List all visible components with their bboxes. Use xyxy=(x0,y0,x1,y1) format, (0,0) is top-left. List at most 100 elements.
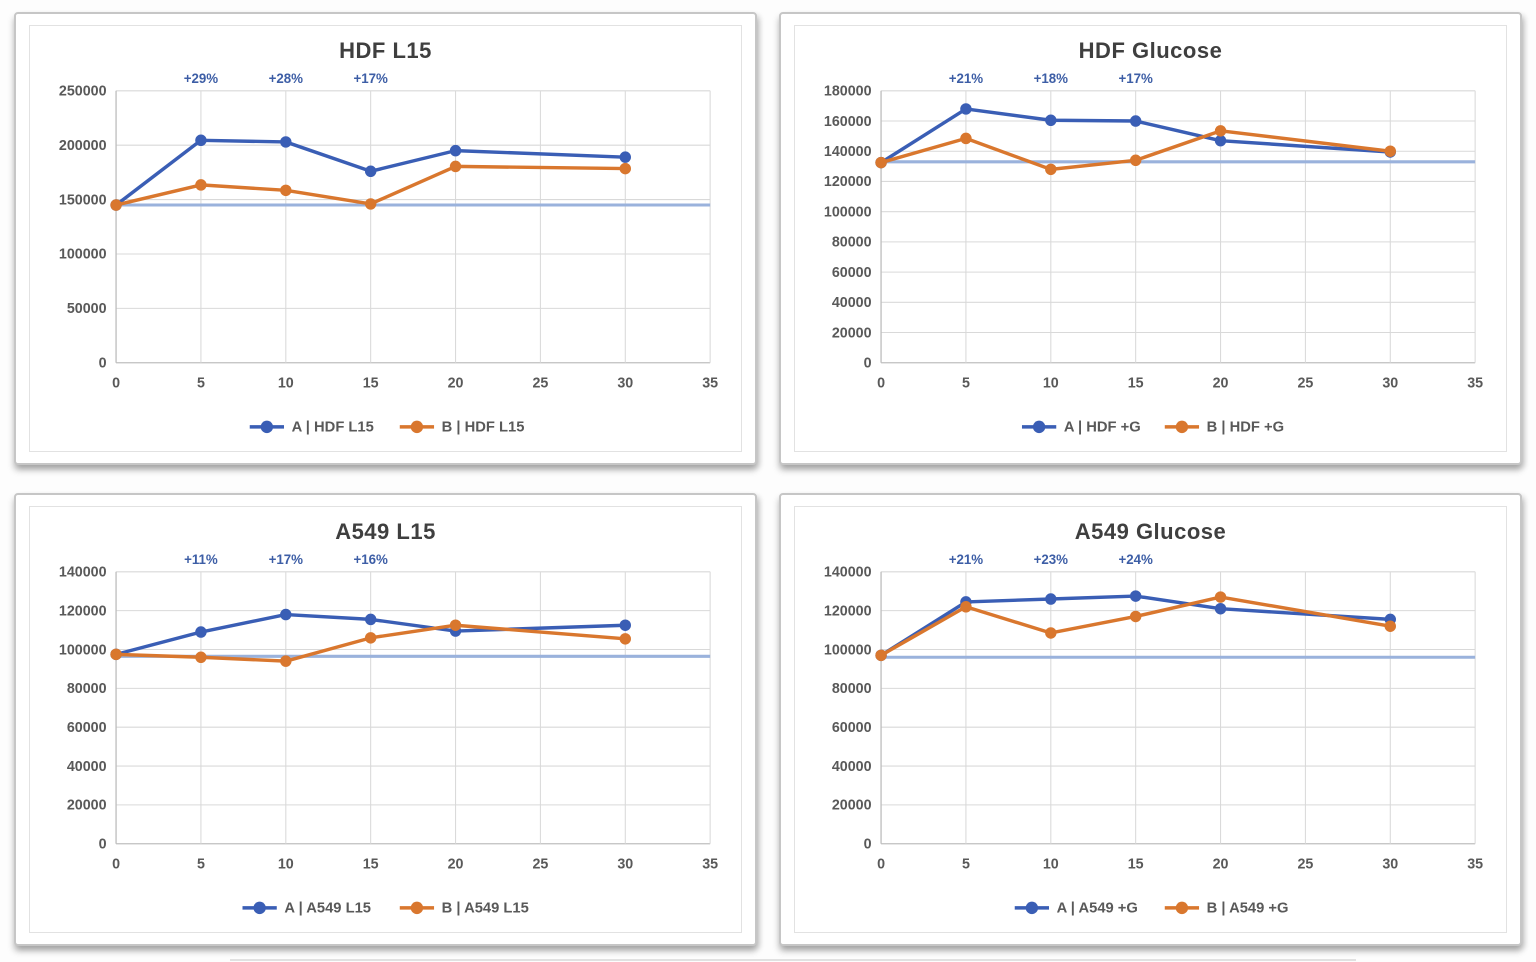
y-tick-label: 60000 xyxy=(832,265,872,281)
percent-annotation: +29% xyxy=(184,71,219,86)
percent-annotation: +17% xyxy=(353,71,388,86)
data-point-marker xyxy=(1129,590,1142,602)
percent-annotation: +21% xyxy=(949,552,984,567)
x-tick-label: 15 xyxy=(363,857,379,873)
legend-label: B | HDF +G xyxy=(1207,420,1284,436)
x-tick-label: 5 xyxy=(197,376,205,392)
data-point-marker xyxy=(1045,627,1057,639)
y-tick-label: 100000 xyxy=(824,204,872,220)
chart-panel-hdf-l15: HDF L15 0 50000 100000 150000 200000 250000 0 5… xyxy=(14,12,757,465)
y-tick-label: 20000 xyxy=(832,798,872,814)
legend-label: A | A549 +G xyxy=(1057,901,1138,917)
percent-annotation: +23% xyxy=(1034,552,1069,567)
data-point-marker xyxy=(280,608,292,621)
data-point-marker xyxy=(449,144,462,157)
chart-frame: A549 Glucose 0 20000 40000 60000 80000 100000… xyxy=(794,506,1507,933)
legend-marker-dot xyxy=(260,420,274,434)
percent-annotation: +17% xyxy=(269,552,304,567)
data-point-marker xyxy=(195,626,207,638)
chart-panel-hdf-glucose: HDF Glucose 0 20000 40000 60000 80000 100000 1… xyxy=(779,12,1522,465)
chart-panel-a549-l15: A549 L15 0 20000 40000 60000 80000 100000 1200… xyxy=(14,493,757,946)
x-tick-label: 35 xyxy=(1467,857,1483,873)
y-tick-label: 140000 xyxy=(824,565,872,581)
data-point-marker xyxy=(1214,602,1227,615)
data-point-marker xyxy=(195,179,207,191)
chart-a549-glucose: 0 20000 40000 60000 80000 100000 120000 140000 0… xyxy=(824,552,1483,917)
legend-item: A | A549 L15 xyxy=(242,901,371,917)
data-point-marker xyxy=(110,648,122,661)
percent-annotation: +24% xyxy=(1118,552,1153,567)
data-point-marker xyxy=(1045,114,1057,127)
data-point-marker xyxy=(619,619,631,631)
y-tick-label: 40000 xyxy=(832,295,872,311)
legend-item: B | HDF L15 xyxy=(399,420,525,436)
chart-area: 0 50000 100000 150000 200000 250000 0 5 10 15 20 25… xyxy=(38,64,733,447)
x-tick-label: 30 xyxy=(1382,376,1398,392)
legend-marker-dot xyxy=(1175,420,1189,434)
legend-item: A | HDF L15 xyxy=(249,420,374,436)
data-point-marker xyxy=(364,613,377,626)
y-tick-label: 0 xyxy=(864,355,872,371)
y-tick-label: 20000 xyxy=(832,325,872,341)
data-point-marker xyxy=(1129,154,1142,167)
chart-title: A549 Glucose xyxy=(1074,519,1227,544)
legend-item: B | A549 +G xyxy=(1164,901,1289,917)
chart-frame: HDF Glucose 0 20000 40000 60000 80000 100000 1… xyxy=(794,25,1507,452)
y-tick-label: 0 xyxy=(99,355,107,371)
chart-area: 0 20000 40000 60000 80000 100000 120000 140000 1… xyxy=(803,64,1498,447)
x-tick-label: 25 xyxy=(1297,857,1313,873)
data-point-marker xyxy=(1214,125,1227,137)
percent-annotation: +28% xyxy=(269,71,304,86)
data-point-marker xyxy=(875,156,887,169)
data-point-marker xyxy=(449,160,462,173)
x-tick-label: 10 xyxy=(278,376,294,392)
percent-annotation: +18% xyxy=(1034,71,1069,86)
y-tick-label: 80000 xyxy=(832,235,872,251)
legend-marker-dot xyxy=(1025,901,1039,915)
y-tick-label: 100000 xyxy=(824,642,872,658)
chart-area: 0 20000 40000 60000 80000 100000 120000 140000 0… xyxy=(803,545,1498,928)
series-a-line xyxy=(114,612,627,657)
data-point-marker xyxy=(195,651,207,664)
cropped-element-edge xyxy=(230,959,1356,961)
data-point-marker xyxy=(280,136,292,148)
legend-label: B | A549 +G xyxy=(1207,901,1289,917)
data-point-marker xyxy=(449,619,462,631)
x-tick-label: 25 xyxy=(1297,376,1313,392)
x-tick-label: 0 xyxy=(877,857,885,873)
y-tick-label: 100000 xyxy=(59,642,107,658)
chart-hdf-glucose: 0 20000 40000 60000 80000 100000 120000 140000 1… xyxy=(824,71,1483,436)
chart-title: HDF Glucose xyxy=(1078,38,1223,63)
y-tick-label: 140000 xyxy=(59,565,107,581)
legend-marker-dot xyxy=(253,901,266,915)
data-point-marker xyxy=(195,134,207,147)
legend-label: B | HDF L15 xyxy=(442,420,525,436)
data-point-marker xyxy=(280,655,292,667)
x-tick-label: 25 xyxy=(532,857,548,873)
series-b-line xyxy=(879,595,1392,658)
x-tick-label: 30 xyxy=(617,857,633,873)
data-point-marker xyxy=(960,103,972,115)
y-tick-label: 140000 xyxy=(824,144,872,160)
data-point-marker xyxy=(280,184,292,197)
chart-panel-a549-glucose: A549 Glucose 0 20000 40000 60000 80000 100000… xyxy=(779,493,1522,946)
y-tick-label: 20000 xyxy=(67,798,107,814)
y-tick-label: 180000 xyxy=(824,84,872,100)
legend-item: A | HDF +G xyxy=(1021,420,1141,436)
legend-marker-dot xyxy=(1175,901,1189,915)
y-tick-label: 160000 xyxy=(824,114,872,130)
y-tick-label: 60000 xyxy=(832,720,872,736)
data-point-marker xyxy=(1214,134,1227,147)
series-b-line xyxy=(879,129,1392,172)
legend-marker-dot xyxy=(410,420,424,434)
data-point-marker xyxy=(619,151,631,163)
chart-title: A549 L15 xyxy=(335,519,436,544)
legend-item: B | A549 L15 xyxy=(399,901,529,917)
data-point-marker xyxy=(364,198,377,210)
x-tick-label: 0 xyxy=(112,857,120,873)
y-tick-label: 250000 xyxy=(59,84,107,100)
percent-annotation: +11% xyxy=(184,552,218,567)
x-tick-label: 10 xyxy=(1043,857,1059,873)
data-point-marker xyxy=(960,601,972,613)
